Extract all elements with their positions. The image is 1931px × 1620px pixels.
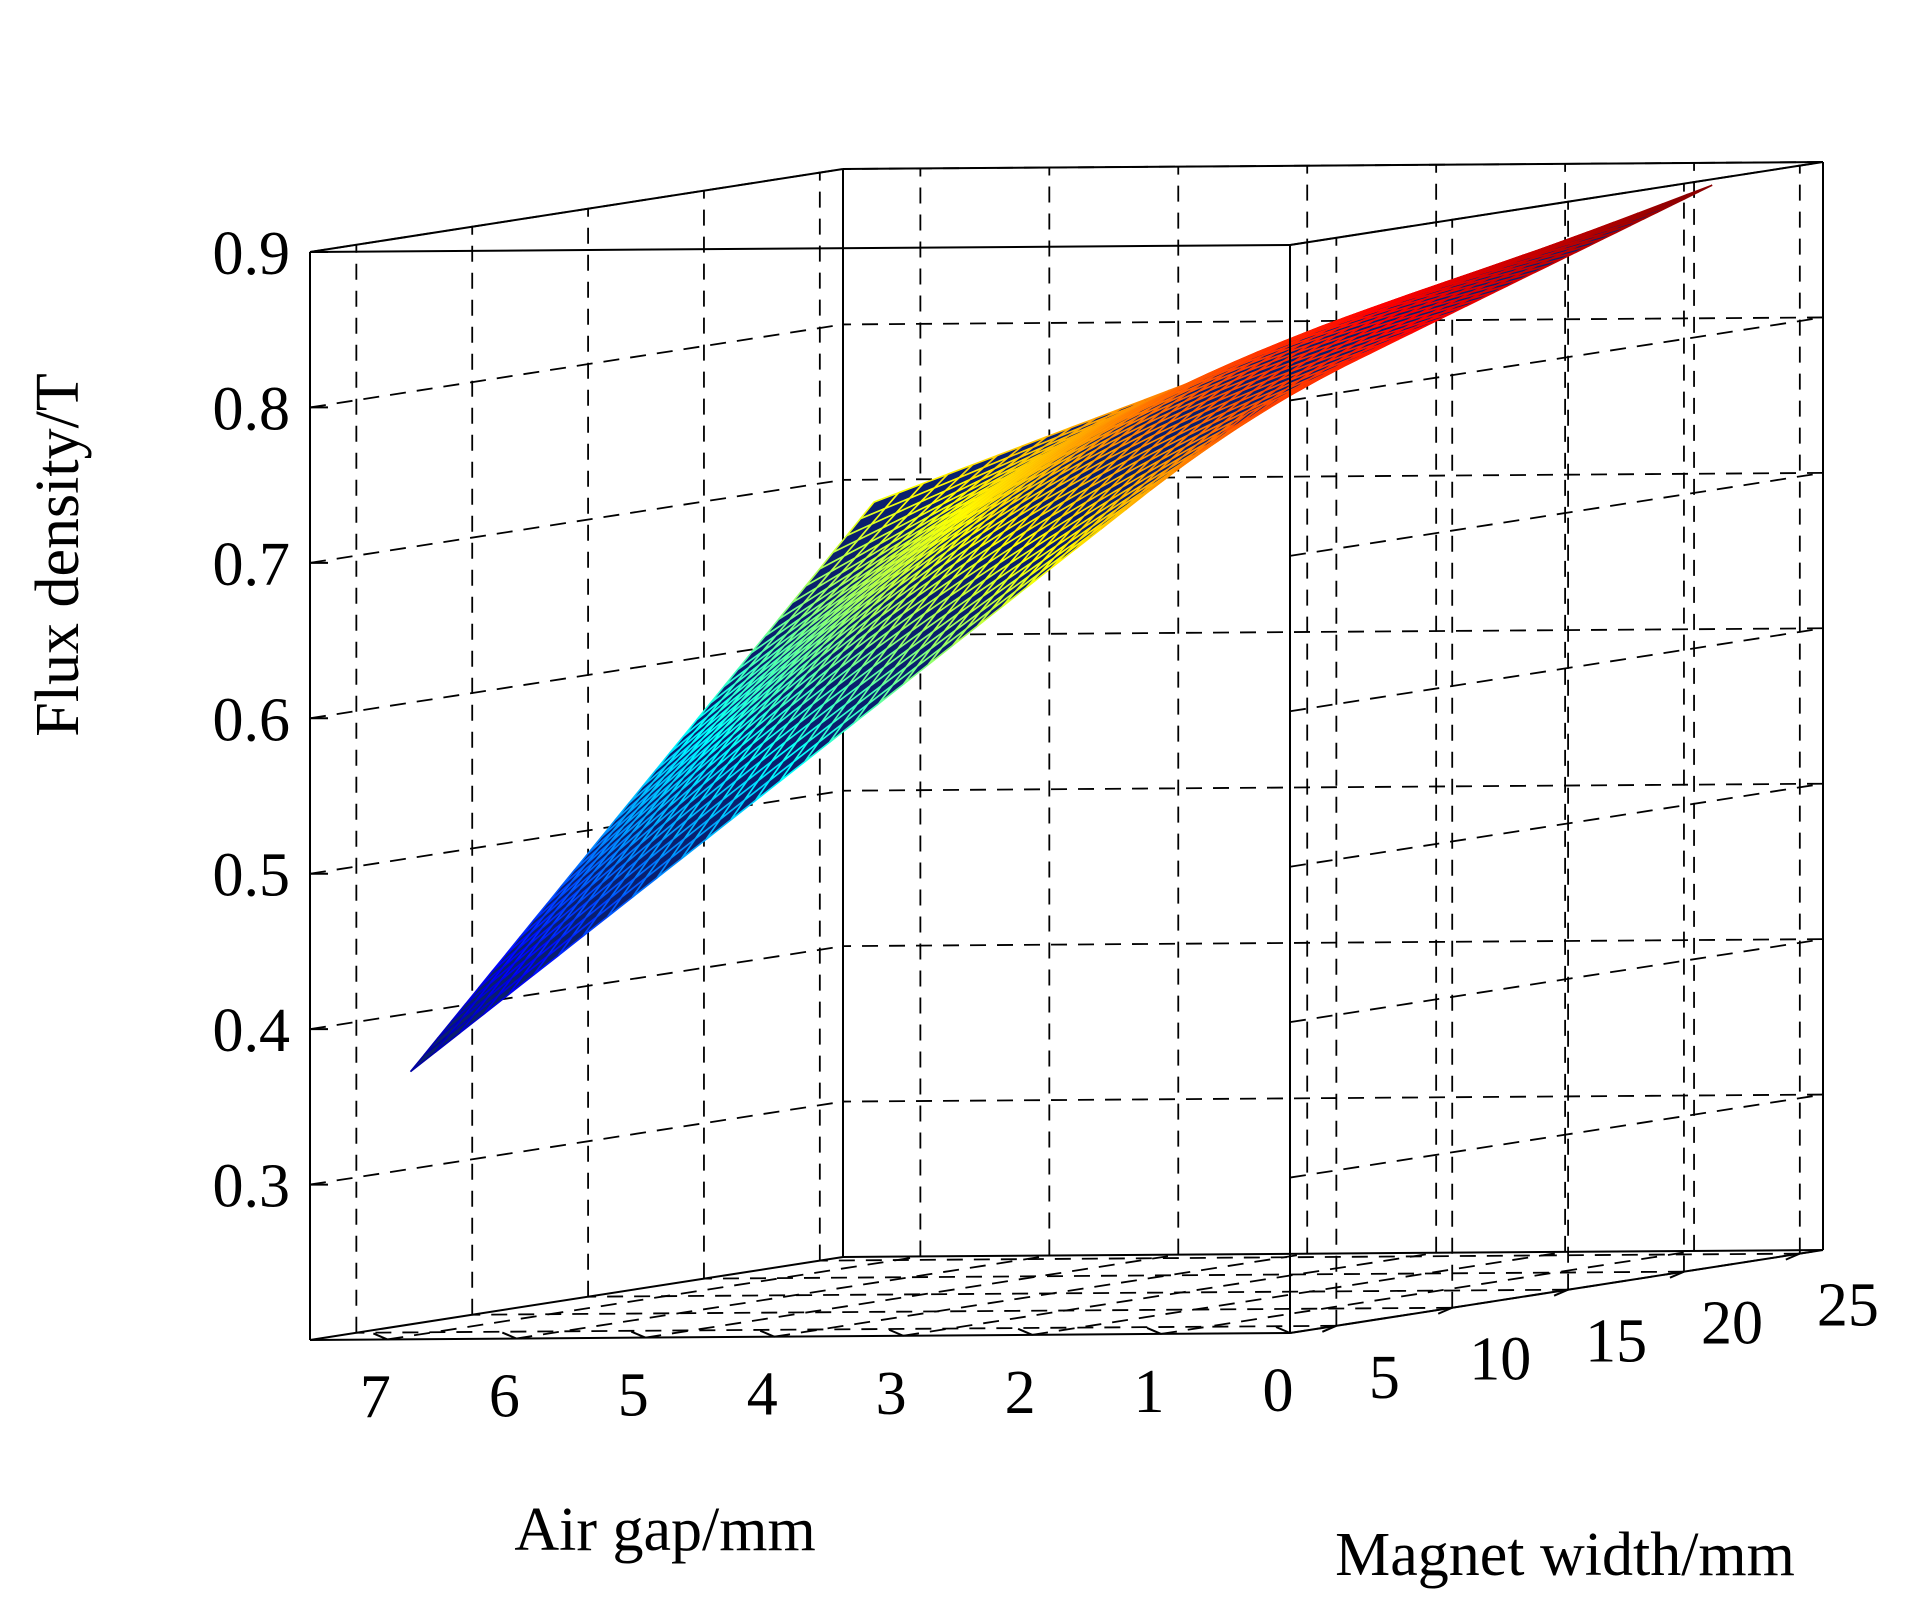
wall-grid-line: [1289, 782, 1824, 868]
z-tick-label: 0.8: [213, 375, 291, 443]
x-tick-mark: [501, 1331, 517, 1340]
surface-face: [1223, 405, 1263, 433]
wall-grid-line: [309, 1100, 844, 1186]
wall-grid-line: [1289, 1093, 1824, 1179]
wall-grid-line: [842, 316, 1824, 326]
floor-grid-line: [645, 1253, 1179, 1339]
axes-box: [309, 161, 1824, 1341]
x-tick-label: 3: [876, 1360, 907, 1428]
floor-grid-line: [819, 1252, 1800, 1262]
floor-grid-line: [774, 1252, 1308, 1338]
wall-grid-line: [309, 634, 844, 720]
wall-grid-line: [842, 782, 1824, 792]
floor-grid-line: [1160, 1250, 1695, 1335]
y-tick-mark: [1437, 1306, 1453, 1315]
wall-grid-line: [842, 1093, 1824, 1103]
box-edge: [842, 1249, 1824, 1258]
wall-grid-line: [842, 627, 1824, 637]
floor-grid-line: [356, 1324, 1337, 1334]
box-edge: [309, 168, 844, 253]
z-tick-label: 0.9: [213, 220, 291, 288]
x-tick-label: 7: [360, 1363, 391, 1431]
floor-grid-line: [516, 1254, 1050, 1340]
surface-mesh: [409, 184, 1713, 1073]
wall-grid-line: [1289, 938, 1824, 1024]
floor-grid-line: [703, 1270, 1684, 1280]
x-tick-label: 5: [618, 1362, 649, 1430]
y-tick-mark: [1785, 1252, 1801, 1261]
y-tick-mark: [1669, 1270, 1685, 1279]
wall-grid-line: [309, 478, 844, 564]
floor-grid-line: [903, 1251, 1437, 1337]
x-tick-label: 6: [489, 1363, 520, 1431]
z-tick-label: 0.3: [213, 1153, 291, 1221]
y-axis-label: Magnet width/mm: [1335, 1521, 1795, 1589]
box-edge: [842, 161, 1824, 170]
front-box-edges: [309, 161, 1824, 1341]
y-tick-mark: [1553, 1288, 1569, 1297]
x-tick-mark: [759, 1329, 775, 1338]
x-tick-mark: [630, 1330, 646, 1339]
y-tick-mark: [1321, 1324, 1337, 1333]
wall-grid-line: [842, 938, 1824, 948]
z-tick-label: 0.7: [213, 531, 291, 599]
y-tick-label: 5: [1369, 1344, 1400, 1412]
z-axis-label: Flux density/T: [24, 373, 92, 736]
box-edge: [309, 1256, 844, 1341]
x-tick-mark: [1275, 1326, 1291, 1334]
wall-grid-line: [309, 323, 844, 409]
x-tick-label: 1: [1134, 1358, 1165, 1426]
z-tick-label: 0.5: [213, 842, 291, 910]
x-tick-label: 4: [747, 1361, 778, 1429]
y-tick-label: 15: [1585, 1308, 1647, 1376]
wall-grid-line: [309, 945, 844, 1031]
floor-grid-line: [1031, 1250, 1566, 1336]
wall-grid-line: [1289, 471, 1824, 557]
x-axis-label: Air gap/mm: [514, 1496, 815, 1564]
floor-grid-line: [588, 1288, 1569, 1298]
floor-grid-line: [387, 1255, 921, 1341]
y-tick-label: 25: [1817, 1272, 1879, 1340]
x-tick-mark: [888, 1328, 904, 1337]
surface-face: [409, 1034, 450, 1073]
wall-grid-line: [1289, 627, 1824, 713]
z-tick-label: 0.4: [213, 997, 291, 1065]
y-tick-label: 20: [1701, 1290, 1763, 1358]
x-tick-mark: [372, 1332, 388, 1341]
z-tick-label: 0.6: [213, 686, 291, 754]
wall-grid-line: [309, 789, 844, 875]
box-edge: [309, 244, 1291, 253]
tick-labels: 0.3 0.4 0.5 0.6 0.7 0.8 0.9 0 1 2 3 4 5 6 7 5 10 15 20 25: [213, 220, 1879, 1431]
y-tick-label: 10: [1469, 1326, 1531, 1394]
box-edge: [1289, 1249, 1824, 1334]
box-edge: [1289, 161, 1824, 246]
x-tick-label: 2: [1005, 1359, 1036, 1427]
box-edge: [309, 1332, 1291, 1341]
wall-grid-line: [1289, 316, 1824, 402]
x-tick-label: 0: [1263, 1357, 1294, 1425]
floor-grid-line: [472, 1306, 1453, 1316]
x-tick-mark: [1146, 1327, 1162, 1335]
x-tick-mark: [1017, 1327, 1033, 1336]
grid-layer: [309, 161, 1824, 1341]
